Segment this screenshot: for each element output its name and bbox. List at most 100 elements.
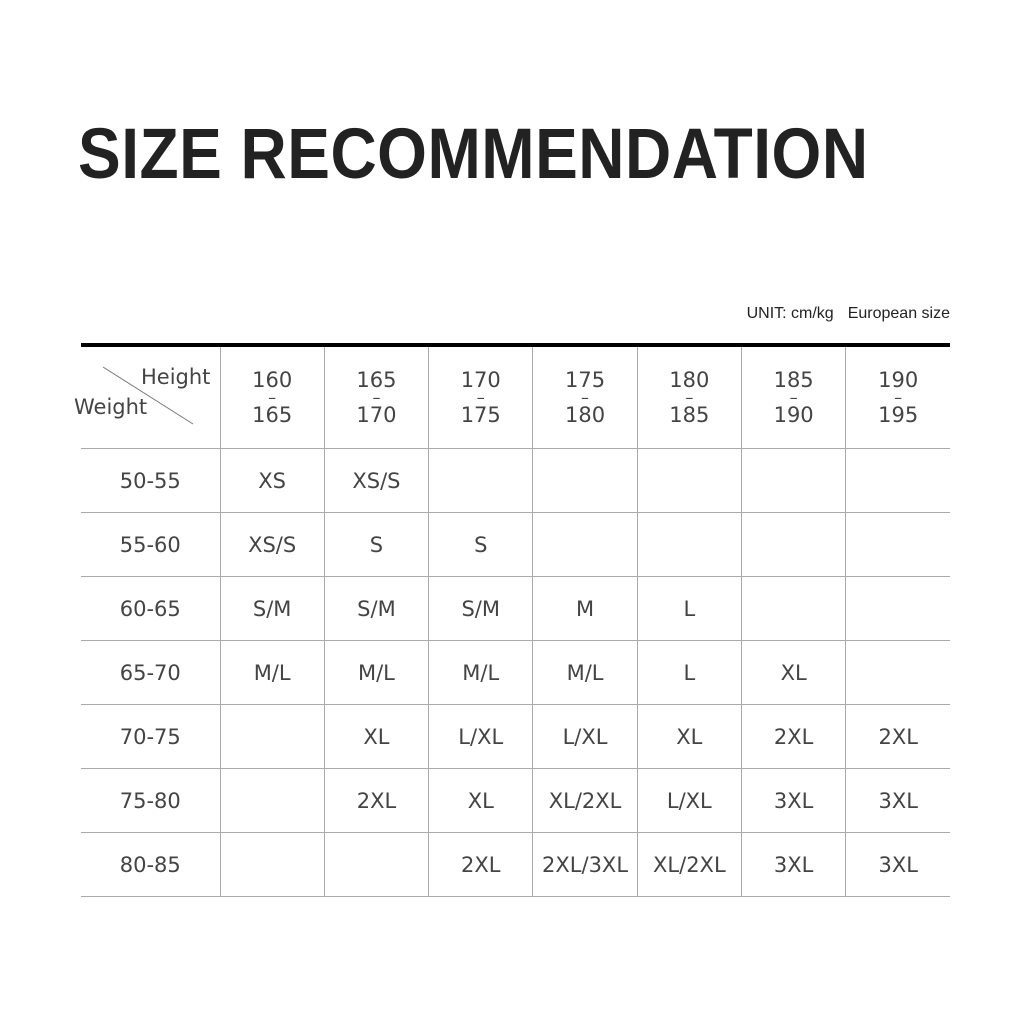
height-to: 185: [669, 402, 710, 427]
size-cell: S/M: [428, 576, 534, 641]
size-cell: M/L: [428, 640, 534, 705]
height-to: 195: [878, 402, 919, 427]
table-top-rule: [81, 343, 950, 347]
range-dash: –: [789, 387, 798, 407]
unit-label: UNIT: cm/kg: [746, 305, 834, 322]
height-range-header: 165–170: [323, 347, 430, 449]
range-dash: –: [685, 387, 694, 407]
height-to: 175: [460, 402, 501, 427]
size-cell: L/XL: [532, 704, 638, 769]
size-cell: XL: [740, 640, 847, 705]
size-cell: S/M: [219, 576, 325, 641]
size-cell: 3XL: [845, 768, 951, 833]
size-cell: [219, 832, 325, 897]
size-cell: XS/S: [323, 448, 430, 513]
size-cell: XL: [636, 704, 742, 769]
size-cell: [219, 704, 325, 769]
size-cell: M/L: [323, 640, 430, 705]
size-cell: XL/2XL: [636, 832, 742, 897]
range-dash: –: [581, 387, 590, 407]
table-row: 75-80 2XL XL XL/2XL L/XL 3XL 3XL: [81, 768, 951, 833]
weight-axis-label: Weight: [74, 395, 148, 419]
size-cell: [532, 512, 638, 577]
size-chart-table: Height Weight 160–165 165–170 170–175 175–1…: [74, 347, 951, 897]
table-row: 55-60 XS/S S S: [81, 512, 951, 577]
size-cell: L/XL: [636, 768, 742, 833]
size-cell: S: [428, 512, 534, 577]
size-cell: [740, 576, 847, 641]
height-from: 170: [460, 367, 501, 392]
weight-range-cell: 60-65: [81, 576, 221, 641]
size-cell: 2XL: [740, 704, 847, 769]
height-range-header: 170–175: [428, 347, 534, 449]
height-to: 180: [564, 402, 606, 427]
height-to: 165: [252, 402, 293, 427]
weight-range-cell: 50-55: [81, 448, 221, 513]
size-cell: 2XL: [845, 704, 951, 769]
range-dash: –: [268, 387, 277, 407]
table-row: 50-55 XS XS/S: [81, 448, 951, 513]
height-to: 170: [356, 402, 397, 427]
height-from: 185: [773, 367, 814, 392]
size-cell: XS/S: [219, 512, 325, 577]
table-row: 65-70 M/L M/L M/L M/L L XL: [81, 640, 951, 705]
header-row: Height Weight 160–165 165–170 170–175 175–1…: [74, 347, 951, 449]
size-cell: [845, 448, 951, 513]
height-from: 175: [564, 367, 606, 392]
table-row: 70-75 XL L/XL L/XL XL 2XL 2XL: [81, 704, 951, 769]
range-dash: –: [372, 387, 381, 407]
height-range-header: 185–190: [740, 347, 847, 449]
table-row: 80-85 2XL 2XL/3XL XL/2XL 3XL 3XL: [81, 832, 951, 897]
size-cell: 3XL: [740, 832, 847, 897]
range-dash: –: [476, 387, 485, 407]
unit-note: UNIT: cm/kg European size: [747, 305, 950, 323]
size-cell: M: [532, 576, 638, 641]
height-range-header: 160–165: [219, 347, 325, 449]
size-cell: [219, 768, 325, 833]
weight-range-cell: 55-60: [81, 512, 221, 577]
height-from: 165: [356, 367, 397, 392]
height-from: 180: [669, 367, 710, 392]
size-cell: [636, 448, 742, 513]
size-cell: [532, 448, 638, 513]
size-cell: S/M: [323, 576, 430, 641]
page-title: SIZE RECOMMENDATION: [78, 113, 869, 194]
height-from: 190: [878, 367, 919, 392]
size-cell: [845, 640, 951, 705]
size-cell: [845, 576, 951, 641]
size-cell: M/L: [219, 640, 325, 705]
size-cell: 2XL/3XL: [532, 832, 638, 897]
size-cell: [845, 512, 951, 577]
range-dash: –: [894, 387, 903, 407]
weight-range-cell: 80-85: [81, 832, 221, 897]
table-row: 60-65 S/M S/M S/M M L: [81, 576, 951, 641]
size-cell: XS: [219, 448, 325, 513]
corner-header-cell: Height Weight: [74, 347, 221, 449]
size-cell: [740, 512, 847, 577]
height-range-header: 180–185: [636, 347, 742, 449]
size-cell: L/XL: [428, 704, 534, 769]
size-system-label: European size: [847, 305, 950, 322]
size-cell: M/L: [532, 640, 638, 705]
height-axis-label: Height: [141, 365, 211, 389]
weight-range-cell: 70-75: [81, 704, 221, 769]
size-cell: XL: [428, 768, 534, 833]
size-cell: 3XL: [740, 768, 847, 833]
size-cell: [740, 448, 847, 513]
diagonal-divider: [102, 366, 194, 425]
size-cell: [428, 448, 534, 513]
weight-range-cell: 65-70: [81, 640, 221, 705]
size-cell: 2XL: [428, 832, 534, 897]
size-cell: L: [636, 640, 742, 705]
size-cell: [636, 512, 742, 577]
height-from: 160: [252, 367, 293, 392]
height-to: 190: [773, 402, 814, 427]
size-cell: 2XL: [323, 768, 430, 833]
height-range-header: 190–195: [845, 347, 951, 449]
size-cell: S: [323, 512, 430, 577]
size-cell: XL/2XL: [532, 768, 638, 833]
size-cell: [323, 832, 430, 897]
size-cell: 3XL: [845, 832, 951, 897]
weight-range-cell: 75-80: [81, 768, 221, 833]
size-cell: XL: [323, 704, 430, 769]
